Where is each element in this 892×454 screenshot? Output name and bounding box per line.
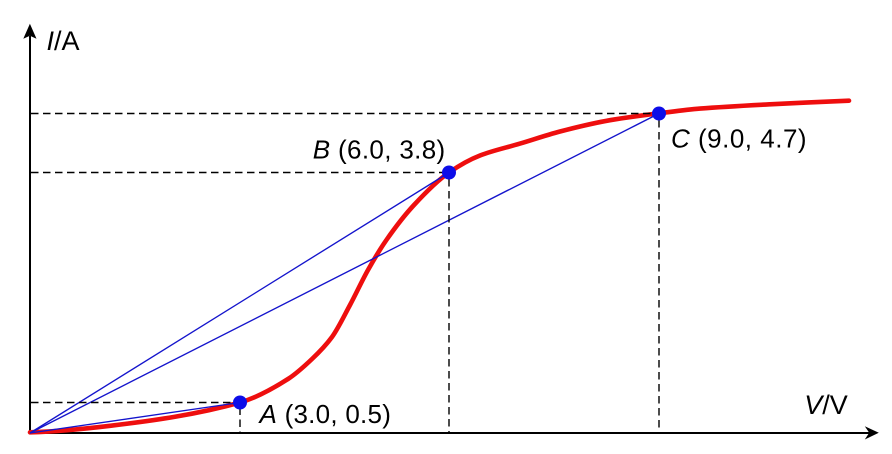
svg-text:B (6.0, 3.8): B (6.0, 3.8) [313, 135, 446, 165]
svg-text:C (9.0, 4.7): C (9.0, 4.7) [671, 123, 807, 153]
svg-text:V/V: V/V [804, 390, 848, 420]
svg-text:I/A: I/A [47, 26, 80, 56]
svg-text:A (3.0, 0.5): A (3.0, 0.5) [258, 399, 392, 429]
